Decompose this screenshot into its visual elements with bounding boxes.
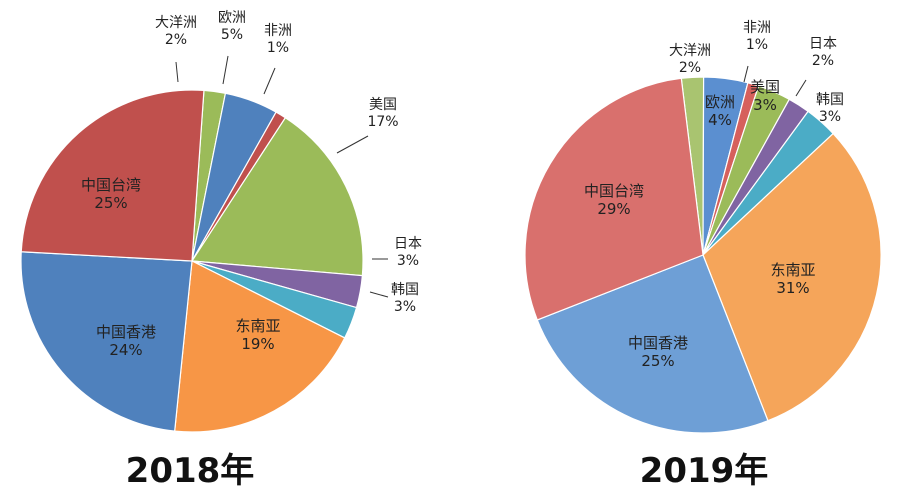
- slice-value-label-2018-europe: 5%: [221, 27, 243, 43]
- pie-slice-2018-usa: [190, 116, 364, 277]
- leader-line-2019-africa: [743, 65, 749, 83]
- slice-name-label-2018-southeast-asia: 东南亚: [235, 317, 280, 335]
- leader-line-2018-korea: [369, 291, 389, 298]
- slice-value-label-2018-southeast-asia: 19%: [241, 335, 274, 353]
- slice-value-label-2019-europe: 4%: [708, 111, 732, 129]
- slice-name-label-2018-usa: 美国: [369, 97, 397, 113]
- pie-slice-2019-taiwan: [524, 77, 704, 321]
- slice-name-label-2018-korea: 韩国: [391, 282, 419, 298]
- slice-name-label-2019-usa: 美国: [750, 78, 780, 96]
- pie-slice-2018-southeast-asia: [174, 260, 346, 433]
- leader-line-2018-africa: [263, 67, 276, 95]
- slice-name-label-2019-southeast-asia: 东南亚: [770, 261, 815, 279]
- slice-name-label-2019-africa: 非洲: [743, 20, 771, 36]
- slice-value-label-2018-taiwan: 25%: [94, 194, 127, 212]
- slice-value-label-2018-oceania: 2%: [165, 32, 187, 48]
- slice-value-label-2018-korea: 3%: [394, 299, 416, 315]
- slice-name-label-2018-europe: 欧洲: [218, 10, 246, 26]
- slice-name-label-2018-taiwan: 中国台湾: [81, 176, 141, 194]
- pie-chart-2019: 大洋洲2%欧洲4%非洲1%美国3%日本2%韩国3%东南亚31%中国香港25%中国…: [524, 20, 882, 434]
- slice-name-label-2018-japan: 日本: [394, 236, 422, 252]
- slice-value-label-2018-hong-kong: 24%: [109, 341, 142, 359]
- leader-line-2018-usa: [336, 135, 369, 154]
- pie-slice-2019-hong-kong: [536, 254, 769, 434]
- chart-title-2019: 2019年: [640, 451, 769, 491]
- slice-value-label-2019-hong-kong: 25%: [641, 352, 674, 370]
- slice-value-label-2018-usa: 17%: [367, 114, 398, 130]
- slice-name-label-2019-japan: 日本: [809, 36, 837, 52]
- slice-value-label-2019-southeast-asia: 31%: [776, 279, 809, 297]
- slice-value-label-2019-usa: 3%: [753, 96, 777, 114]
- chart-title-2018: 2018年: [126, 451, 255, 491]
- pie-slice-2018-hong-kong: [20, 251, 193, 432]
- leader-line-2019-japan: [795, 79, 807, 97]
- slice-name-label-2019-taiwan: 中国台湾: [584, 182, 644, 200]
- slice-name-label-2019-oceania: 大洋洲: [669, 43, 711, 59]
- leader-line-2018-europe: [222, 55, 229, 85]
- slice-name-label-2019-hong-kong: 中国香港: [628, 334, 688, 352]
- slice-value-label-2018-africa: 1%: [267, 40, 289, 56]
- pie-slice-2019-southeast-asia: [702, 132, 882, 422]
- slice-value-label-2019-africa: 1%: [746, 37, 768, 53]
- slice-value-label-2019-korea: 3%: [819, 109, 841, 125]
- slice-name-label-2019-europe: 欧洲: [705, 93, 735, 111]
- slice-name-label-2018-africa: 非洲: [264, 23, 292, 39]
- slice-value-label-2019-oceania: 2%: [679, 60, 701, 76]
- slice-value-label-2019-taiwan: 29%: [597, 200, 630, 218]
- slice-name-label-2018-hong-kong: 中国香港: [96, 323, 156, 341]
- slice-name-label-2019-korea: 韩国: [816, 92, 844, 108]
- leader-line-2018-oceania: [175, 61, 179, 83]
- pie-slice-2018-taiwan: [20, 89, 205, 262]
- slice-value-label-2019-japan: 2%: [812, 53, 834, 69]
- slice-value-label-2018-japan: 3%: [397, 253, 419, 269]
- slice-name-label-2018-oceania: 大洋洲: [155, 15, 197, 31]
